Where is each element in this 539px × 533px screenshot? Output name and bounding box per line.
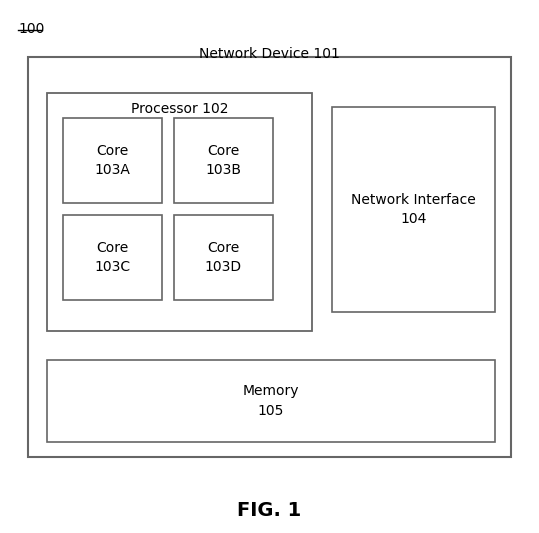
Text: Core
103C: Core 103C [94,241,130,274]
Text: FIG. 1: FIG. 1 [237,500,301,520]
Bar [174,215,273,300]
Text: Core
103B: Core 103B [205,144,241,177]
Bar [28,57,511,457]
Bar [63,215,162,300]
Text: Processor 102: Processor 102 [131,102,228,116]
Text: Core
103A: Core 103A [94,144,130,177]
Text: Network Device 101: Network Device 101 [199,47,340,61]
Bar [332,107,495,312]
Text: 100: 100 [18,22,44,36]
Text: Memory
105: Memory 105 [243,384,299,418]
Bar [63,118,162,203]
Bar [47,360,495,442]
Text: Network Interface
104: Network Interface 104 [351,193,476,226]
Bar [47,93,312,331]
Text: Core
103D: Core 103D [205,241,242,274]
Bar [174,118,273,203]
